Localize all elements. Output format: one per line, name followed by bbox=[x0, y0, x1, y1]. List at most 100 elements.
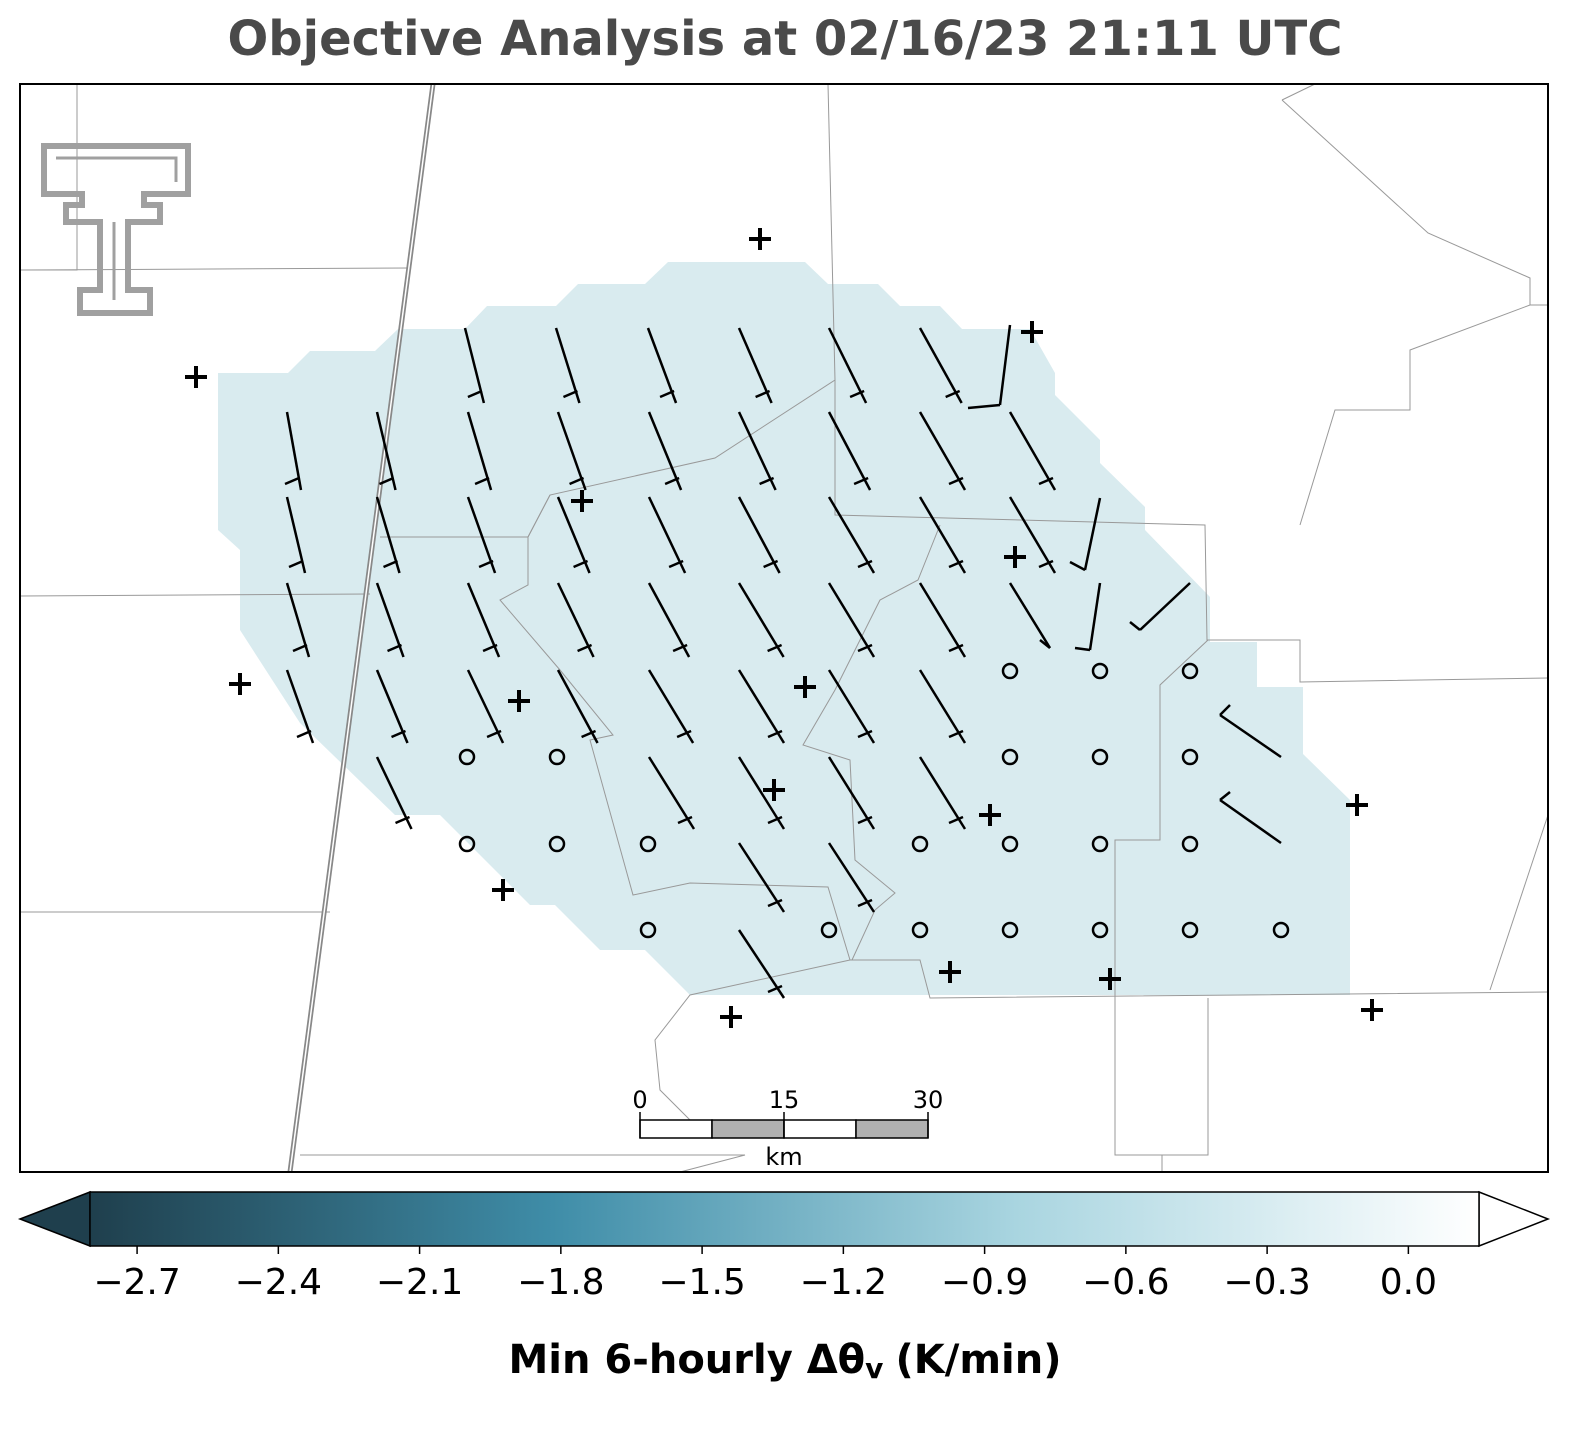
barb-flag bbox=[857, 815, 873, 825]
barb-staff bbox=[556, 582, 595, 658]
barb-staff bbox=[466, 496, 497, 574]
colorbar-tick-label: −0.6 bbox=[1082, 1262, 1169, 1303]
barb-flag bbox=[577, 643, 593, 653]
barb-flag bbox=[383, 559, 398, 569]
barb-flag bbox=[672, 643, 688, 653]
station bbox=[749, 228, 771, 250]
barb-staff bbox=[827, 842, 876, 913]
barb-staff bbox=[918, 582, 967, 658]
barb-flag bbox=[569, 476, 585, 486]
calm-wind bbox=[1181, 748, 1199, 766]
barb-staff bbox=[827, 496, 876, 574]
calm-wind bbox=[548, 835, 566, 853]
barb-flag bbox=[562, 389, 578, 399]
barb-flag bbox=[767, 898, 783, 908]
barb-flag bbox=[1039, 639, 1051, 649]
colorbar-extend-max bbox=[1478, 1190, 1551, 1248]
barb-flag bbox=[284, 476, 300, 486]
scale-bar: 0 15 30 km bbox=[632, 1086, 943, 1171]
colorbar-tick-label: −1.8 bbox=[517, 1262, 604, 1303]
barb-flag bbox=[967, 403, 1001, 410]
barb-flag bbox=[1219, 791, 1231, 801]
barb-flag bbox=[296, 729, 312, 739]
barb-flag bbox=[677, 815, 693, 825]
calm-wind bbox=[911, 835, 929, 853]
station bbox=[720, 1006, 742, 1028]
barb-staff bbox=[918, 327, 963, 404]
barb-staff bbox=[375, 411, 397, 491]
scale-segment bbox=[783, 1119, 857, 1139]
station bbox=[939, 961, 961, 983]
calm-wind bbox=[639, 835, 657, 853]
calm-wind bbox=[1091, 748, 1109, 766]
barb-flag bbox=[292, 643, 308, 653]
calm-wind bbox=[820, 921, 838, 939]
barb-flag bbox=[573, 559, 589, 569]
calm-wind bbox=[548, 748, 566, 766]
colorbar-tick-label: −2.4 bbox=[235, 1262, 322, 1303]
map bbox=[19, 83, 1549, 1173]
barb-flag bbox=[853, 476, 869, 486]
colorbar-extend-min bbox=[17, 1190, 91, 1248]
barb-flag bbox=[676, 729, 692, 739]
colorbar-tick-label: −0.9 bbox=[941, 1262, 1028, 1303]
calm-wind bbox=[1001, 748, 1019, 766]
calm-wind bbox=[911, 921, 929, 939]
barb-flag bbox=[767, 729, 783, 739]
barb-staff bbox=[556, 411, 587, 491]
station bbox=[1346, 794, 1368, 816]
barb-flag bbox=[478, 559, 494, 569]
barb-flag bbox=[659, 389, 675, 399]
barb-flag bbox=[945, 389, 961, 399]
barb-staff bbox=[737, 327, 773, 404]
scale-label: 0 bbox=[632, 1086, 647, 1114]
barb-flag bbox=[668, 559, 684, 569]
barb-flag bbox=[857, 898, 873, 908]
station bbox=[571, 490, 593, 512]
barb-staff bbox=[827, 669, 876, 744]
station bbox=[763, 779, 785, 801]
map-frame bbox=[19, 83, 1549, 1173]
calm-wind bbox=[1091, 921, 1109, 939]
barb-flag bbox=[288, 559, 304, 569]
station bbox=[794, 676, 816, 698]
barb-staff bbox=[647, 582, 691, 658]
colorbar-label-main: Min 6-hourly Δθ bbox=[509, 1337, 866, 1383]
barb-flag bbox=[759, 476, 775, 486]
calm-wind bbox=[1181, 835, 1199, 853]
barb-staff bbox=[827, 756, 876, 830]
barb-staff bbox=[646, 327, 678, 404]
barb-flag bbox=[948, 559, 964, 569]
calm-wind bbox=[1181, 921, 1199, 939]
scale-segment bbox=[711, 1119, 785, 1139]
barb-flag bbox=[948, 643, 964, 653]
barb-flag bbox=[387, 643, 402, 653]
colorbar: −2.7 −2.4 −2.1 −1.8 −1.5 −1.2 −0.9 −0.6 −0.3 0.0 bbox=[17, 1190, 1551, 1303]
barb-staff bbox=[556, 669, 599, 744]
barb-flag bbox=[482, 643, 498, 653]
scale-segment bbox=[639, 1119, 713, 1139]
barb-staff bbox=[1219, 798, 1282, 845]
barb-staff bbox=[375, 496, 401, 574]
barb-flag bbox=[767, 643, 783, 653]
barb-staff bbox=[375, 669, 409, 744]
barb-staff bbox=[647, 411, 683, 491]
colorbar-tick-label: −0.3 bbox=[1223, 1262, 1310, 1303]
barb-staff bbox=[737, 411, 777, 491]
barb-flag bbox=[486, 729, 502, 739]
barb-staff bbox=[466, 669, 505, 744]
barb-flag bbox=[857, 559, 873, 569]
barb-staff bbox=[737, 582, 785, 658]
calm-wind bbox=[1091, 835, 1109, 853]
barb-flag bbox=[948, 729, 964, 739]
barb-staff bbox=[466, 411, 493, 491]
station bbox=[185, 366, 207, 388]
barb-staff bbox=[1219, 713, 1282, 759]
barb-staff bbox=[827, 327, 868, 404]
barb-staff bbox=[737, 756, 786, 830]
barb-flag bbox=[763, 559, 779, 569]
scale-unit: km bbox=[765, 1143, 802, 1171]
barb-staff bbox=[737, 929, 786, 999]
barb-flag bbox=[1074, 646, 1091, 652]
barb-staff bbox=[647, 669, 695, 744]
